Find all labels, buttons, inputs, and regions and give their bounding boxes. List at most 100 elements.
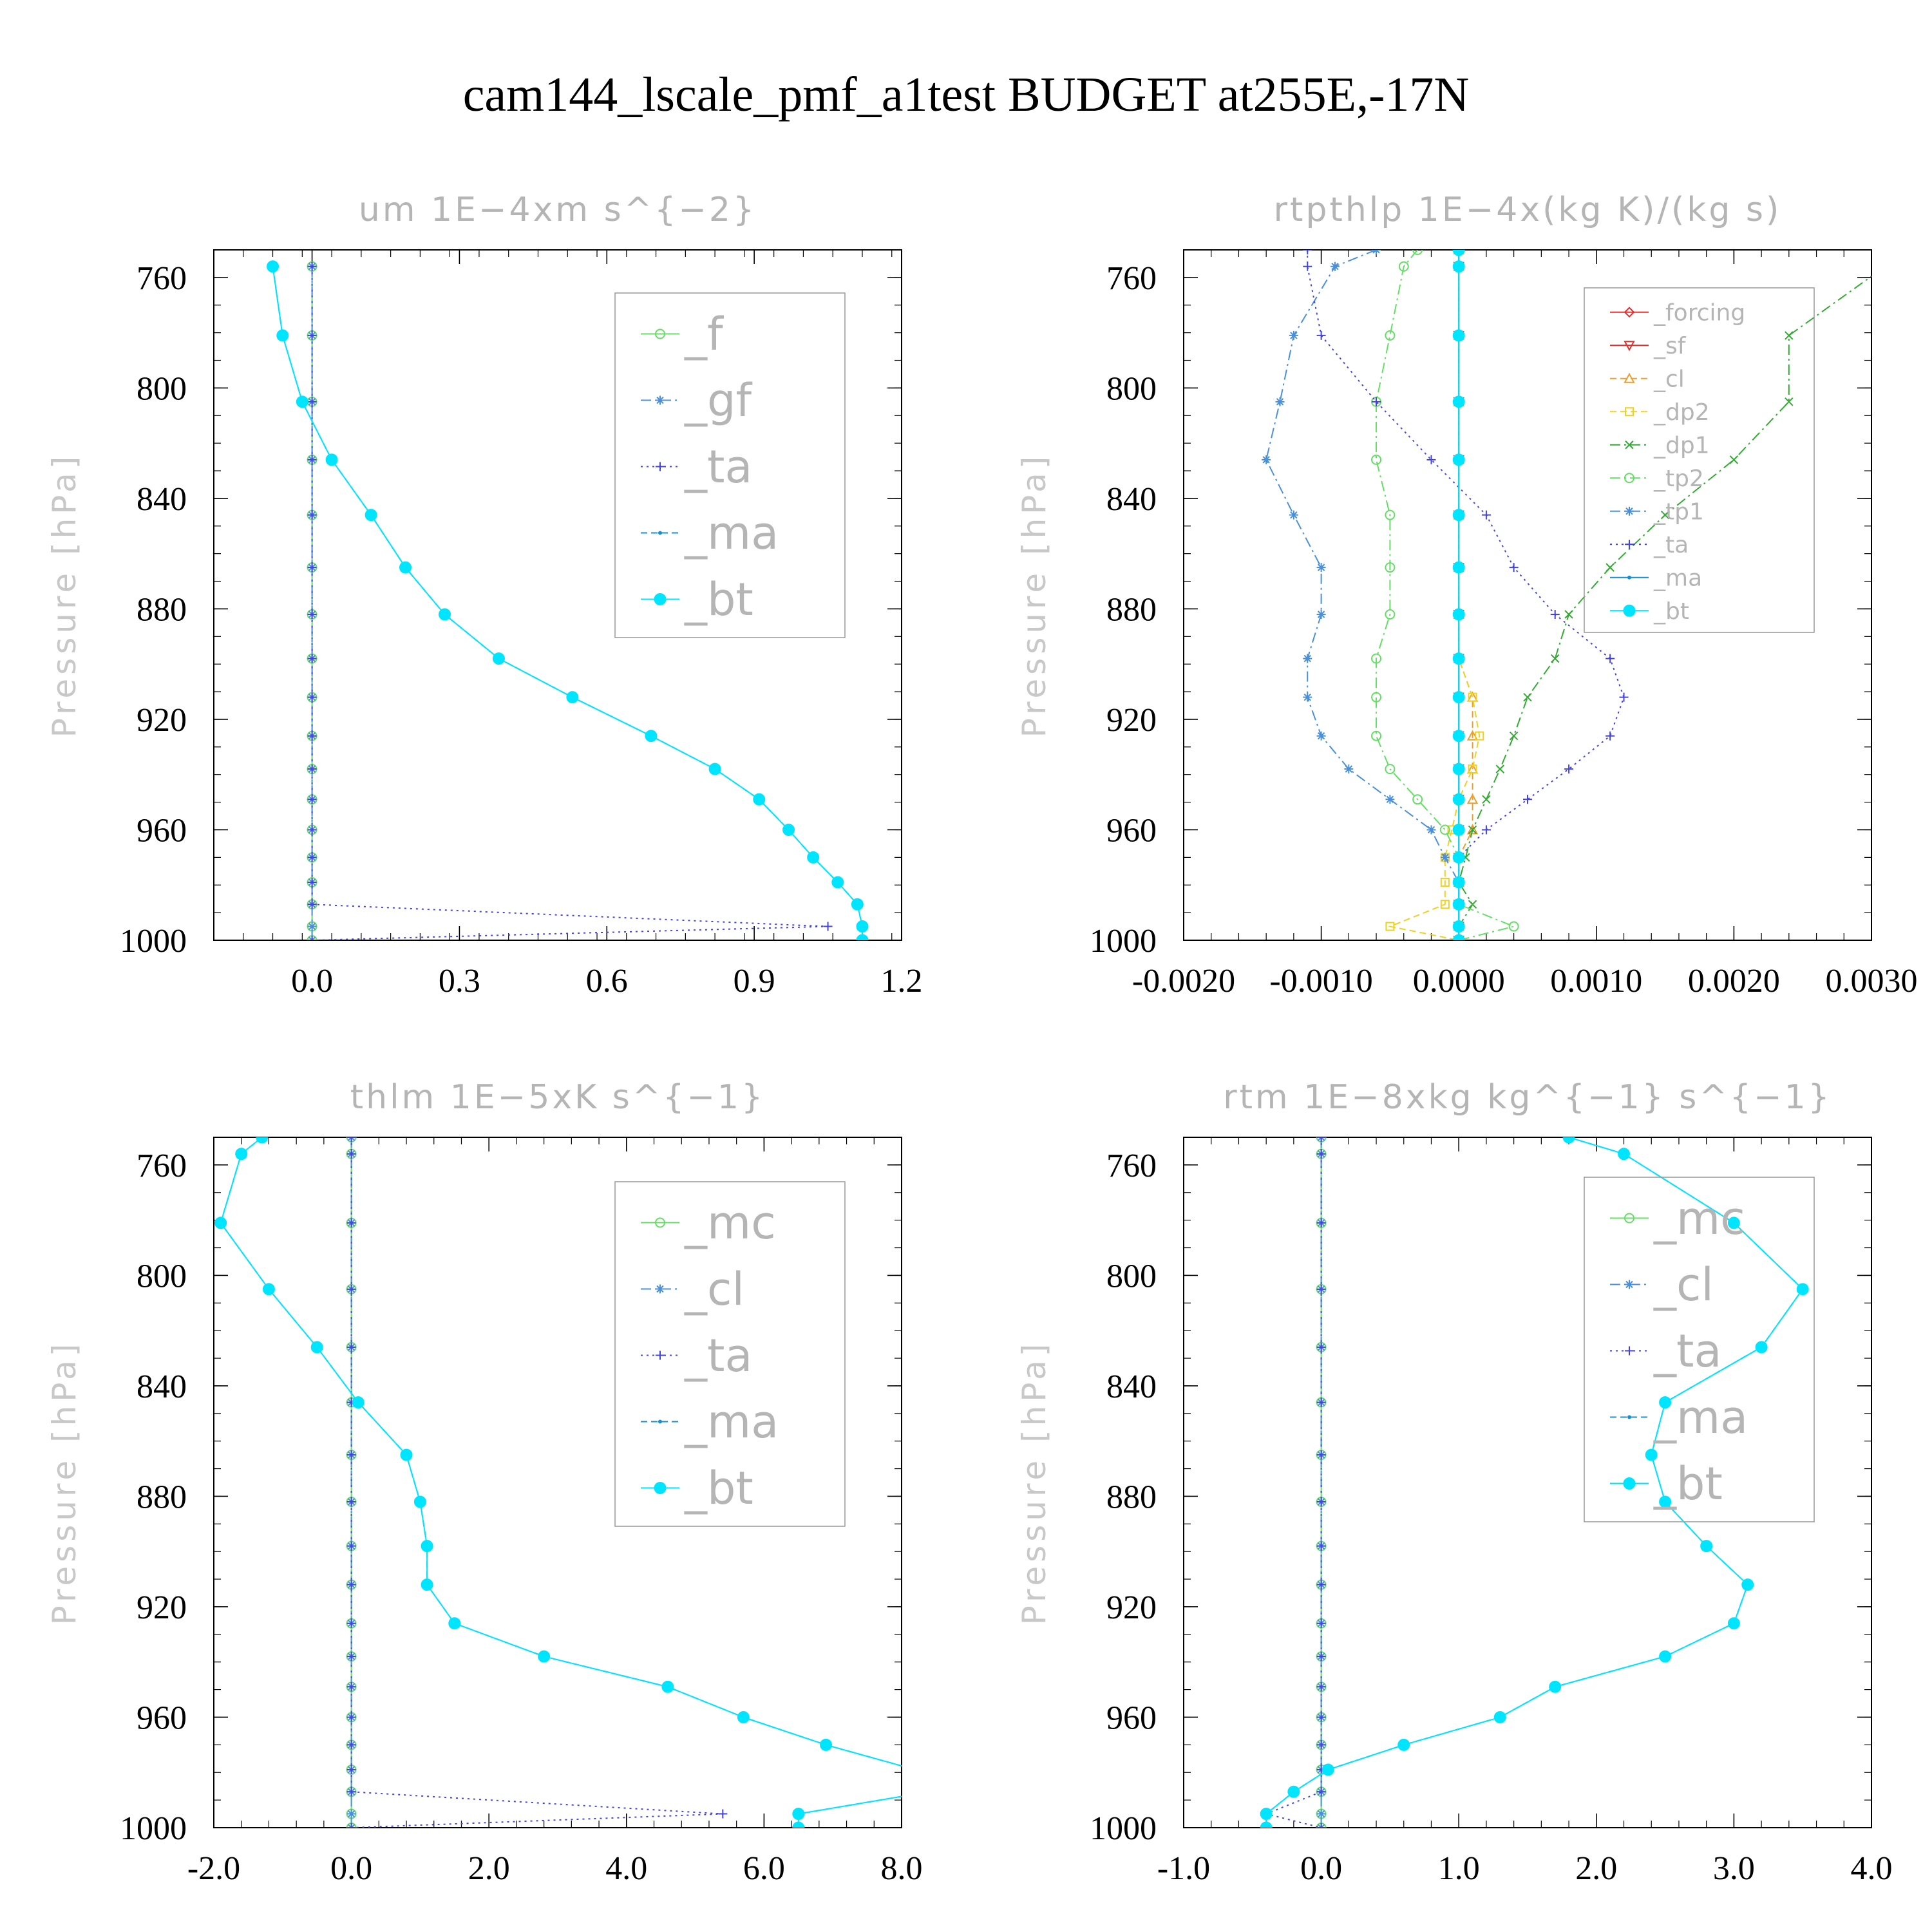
data-point xyxy=(262,1283,275,1296)
data-point xyxy=(256,1137,269,1144)
data-point xyxy=(413,1495,426,1508)
data-point xyxy=(1564,764,1574,774)
data-point xyxy=(1729,455,1739,464)
data-point xyxy=(1549,1680,1562,1693)
legend-marker xyxy=(1625,407,1634,417)
data-point xyxy=(645,730,658,743)
data-point xyxy=(421,1540,433,1553)
x-tick-label: 4.0 xyxy=(605,1850,647,1887)
data-point xyxy=(1303,654,1312,663)
data-point xyxy=(1316,1740,1326,1750)
legend: _mc _cl _ta _ma _bt xyxy=(614,1181,846,1527)
series-line-tp1 xyxy=(1265,250,1460,940)
data-point xyxy=(1605,563,1615,572)
x-tick-label: 0.0 xyxy=(291,963,333,999)
data-point xyxy=(1468,825,1477,835)
panel-title: rtm 1E−8xkg kg^{−1} s^{−1} xyxy=(1223,1078,1832,1117)
data-point xyxy=(1316,1218,1326,1227)
data-point xyxy=(1316,1541,1326,1551)
legend-label: _ta xyxy=(1653,1325,1721,1378)
legend-label: _f xyxy=(684,308,724,361)
data-point xyxy=(307,795,317,804)
data-point xyxy=(346,1712,356,1722)
legend-marker xyxy=(656,1350,665,1360)
data-point xyxy=(1316,1618,1326,1628)
data-point xyxy=(1371,454,1382,465)
x-tick-label: 2.0 xyxy=(1575,1850,1617,1887)
legend-label: _ta xyxy=(684,1329,752,1382)
data-point xyxy=(1316,563,1326,573)
data-point xyxy=(1303,261,1312,271)
data-point xyxy=(439,608,451,621)
legend-marker xyxy=(1623,604,1636,617)
data-point xyxy=(1452,934,1465,940)
series-line-ta xyxy=(1264,1137,1322,1828)
data-point xyxy=(1727,1217,1740,1229)
data-point xyxy=(307,900,317,909)
data-point xyxy=(851,898,864,911)
data-point xyxy=(823,922,833,931)
data-point xyxy=(1385,330,1396,341)
data-point xyxy=(1523,795,1532,804)
data-point xyxy=(1495,764,1504,773)
y-tick-label: 1000 xyxy=(120,923,187,960)
data-point xyxy=(927,1790,931,1794)
legend-marker xyxy=(1624,372,1635,383)
data-point xyxy=(913,1768,917,1772)
data-point xyxy=(1371,653,1382,664)
legend-label: _cl xyxy=(1653,1258,1714,1311)
data-point xyxy=(1452,898,1465,911)
legend-marker xyxy=(1627,1415,1631,1419)
data-point xyxy=(307,922,317,931)
y-tick-label: 800 xyxy=(137,370,187,407)
y-tick-label: 960 xyxy=(137,1700,187,1736)
data-point xyxy=(307,764,317,774)
legend-label: _cl xyxy=(684,1263,744,1316)
legend-marker xyxy=(658,531,662,535)
data-point xyxy=(1619,692,1629,702)
chart-panel-4: rtm 1E−8xkg kg^{−1} s^{−1} Pressure [hPa]… xyxy=(1016,1078,1893,1887)
data-point xyxy=(1260,1808,1273,1821)
data-point xyxy=(1303,250,1312,254)
legend-marker xyxy=(656,395,665,405)
data-point xyxy=(1316,1712,1326,1722)
x-tick-label: 0.9 xyxy=(734,963,775,999)
data-point xyxy=(1468,692,1477,702)
panel-title: um 1E−4xm s^{−2} xyxy=(359,191,757,229)
data-point xyxy=(1452,920,1465,933)
data-point xyxy=(346,1580,356,1589)
y-tick-label: 800 xyxy=(1106,1258,1157,1294)
data-point xyxy=(1909,246,1917,254)
legend-label: _cl xyxy=(1653,366,1685,392)
x-tick-label: 0.0020 xyxy=(1688,963,1780,999)
data-point xyxy=(346,1497,356,1507)
data-point xyxy=(820,1738,833,1751)
data-point xyxy=(1440,853,1450,862)
data-point xyxy=(346,1149,356,1159)
x-tick-label: 0.0 xyxy=(1300,1850,1342,1887)
plot-frame xyxy=(213,249,902,941)
y-tick-label: 760 xyxy=(137,1148,187,1184)
data-point xyxy=(1481,510,1491,520)
data-point xyxy=(1452,608,1465,621)
data-point xyxy=(1316,1652,1326,1662)
data-point xyxy=(1439,824,1450,835)
data-point xyxy=(346,1787,356,1797)
legend: _forcing _sf _cl _dp2 _dp1 _tp2 _tp1 _ta _ma _bt xyxy=(1584,287,1815,633)
data-point xyxy=(1482,795,1491,804)
y-tick-label: 840 xyxy=(137,481,187,518)
legend-label: _gf xyxy=(684,374,752,427)
x-tick-label: 3.0 xyxy=(1713,1850,1755,1887)
data-point xyxy=(792,1808,805,1821)
data-point xyxy=(1700,1540,1713,1553)
legend-label: _dp2 xyxy=(1653,399,1710,426)
legend-marker xyxy=(1625,540,1634,549)
legend-marker xyxy=(655,328,665,339)
data-point xyxy=(1659,1650,1672,1663)
legend-label: _ta xyxy=(1653,532,1689,558)
legend-marker xyxy=(1625,506,1634,516)
data-point xyxy=(307,936,317,940)
chart-panel-1: um 1E−4xm s^{−2} Pressure [hPa] 0.0 0.3 0.6 0… xyxy=(46,191,923,999)
x-tick-label: 2.0 xyxy=(468,1850,510,1887)
